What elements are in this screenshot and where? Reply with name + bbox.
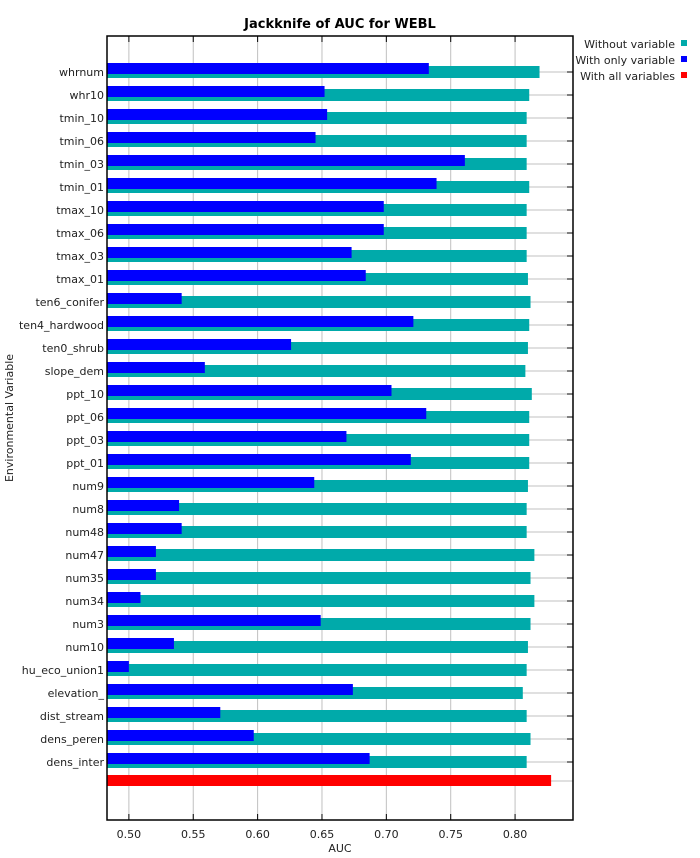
- bar-with-only-variable: [107, 316, 414, 327]
- legend-label-only: With only variable: [575, 54, 675, 67]
- x-tick-label: 0.60: [245, 828, 270, 841]
- bar-with-only-variable: [107, 86, 325, 97]
- bars-group: [107, 63, 552, 786]
- category-label: tmax_03: [56, 250, 104, 263]
- category-label: num47: [65, 549, 104, 562]
- category-label: dist_stream: [40, 710, 104, 723]
- bar-with-only-variable: [107, 546, 156, 557]
- category-label: num8: [72, 503, 104, 516]
- bar-with-only-variable: [107, 178, 437, 189]
- category-label: ppt_01: [66, 457, 104, 470]
- legend-swatch-all: [681, 72, 687, 78]
- category-label: num34: [65, 595, 104, 608]
- legend: Without variable With only variable With a…: [575, 38, 687, 83]
- bar-without-variable: [107, 526, 527, 538]
- category-label: tmax_01: [56, 273, 104, 286]
- x-tick-label: 0.75: [438, 828, 463, 841]
- bar-with-only-variable: [107, 615, 321, 626]
- bar-without-variable: [107, 365, 526, 377]
- category-label: ppt_06: [66, 411, 104, 424]
- bar-with-only-variable: [107, 500, 180, 511]
- bar-without-variable: [107, 595, 535, 607]
- y-axis-title: Environmental Variable: [3, 354, 16, 482]
- bar-with-only-variable: [107, 684, 353, 695]
- bar-with-only-variable: [107, 408, 427, 419]
- category-label: ppt_10: [66, 388, 104, 401]
- bar-with-only-variable: [107, 477, 315, 488]
- bar-with-only-variable: [107, 201, 384, 212]
- category-label: num48: [65, 526, 104, 539]
- bar-with-only-variable: [107, 109, 328, 120]
- plot-frame: [106, 35, 574, 821]
- bar-with-only-variable: [107, 339, 292, 350]
- category-label: dens_inter: [46, 756, 104, 769]
- bar-with-only-variable: [107, 385, 392, 396]
- category-label: whr10: [70, 89, 105, 102]
- category-label: num10: [65, 641, 104, 654]
- bar-with-only-variable: [107, 592, 141, 603]
- x-ticks: 0.50 0.55 0.60 0.65 0.70 0.75 0.80: [117, 36, 528, 841]
- bar-with-only-variable: [107, 523, 182, 534]
- bar-without-variable: [107, 296, 531, 308]
- x-tick-label: 0.50: [117, 828, 142, 841]
- bar-with-only-variable: [107, 638, 174, 649]
- bar-without-variable: [107, 572, 531, 584]
- category-label: hu_eco_union1: [22, 664, 104, 677]
- x-tick-label: 0.80: [503, 828, 528, 841]
- bar-with-only-variable: [107, 224, 384, 235]
- bar-without-variable: [107, 664, 527, 676]
- bar-with-only-variable: [107, 155, 465, 166]
- chart-title: Jackknife of AUC for WEBL: [243, 17, 436, 32]
- category-label: ten6_conifer: [35, 296, 104, 309]
- bar-with-only-variable: [107, 661, 129, 672]
- legend-swatch-only: [681, 56, 687, 62]
- bar-with-only-variable: [107, 362, 205, 373]
- grid-lines: [107, 36, 573, 820]
- category-label: ppt_03: [66, 434, 104, 447]
- x-tick-label: 0.55: [181, 828, 206, 841]
- bar-with-only-variable: [107, 730, 254, 741]
- bar-without-variable: [107, 641, 528, 653]
- x-tick-label: 0.65: [310, 828, 335, 841]
- bar-with-only-variable: [107, 132, 316, 143]
- category-label: tmin_03: [59, 158, 104, 171]
- category-label: slope_dem: [45, 365, 104, 378]
- category-labels: whrnum whr10 tmin_10 tmin_06 tmin_03 tmin_01t…: [19, 66, 105, 769]
- category-label: tmin_01: [59, 181, 104, 194]
- category-label: num3: [72, 618, 104, 631]
- bar-without-variable: [107, 503, 527, 515]
- category-label: dens_peren: [40, 733, 104, 746]
- category-label: tmin_10: [59, 112, 104, 125]
- bar-with-all-variables: [107, 775, 552, 786]
- bar-with-only-variable: [107, 247, 352, 258]
- y-ticks: [567, 71, 573, 763]
- legend-label-all: With all variables: [580, 70, 675, 83]
- category-label: ten0_shrub: [42, 342, 104, 355]
- legend-swatch-without: [681, 40, 687, 46]
- bar-with-only-variable: [107, 454, 411, 465]
- category-label: tmax_06: [56, 227, 104, 240]
- category-label: tmax_10: [56, 204, 104, 217]
- category-label: tmin_06: [59, 135, 104, 148]
- x-axis-title: AUC: [328, 842, 352, 855]
- bar-with-only-variable: [107, 753, 370, 764]
- bar-with-only-variable: [107, 270, 366, 281]
- bar-with-only-variable: [107, 707, 221, 718]
- bar-with-only-variable: [107, 63, 429, 74]
- x-tick-label: 0.70: [374, 828, 399, 841]
- bar-with-only-variable: [107, 431, 347, 442]
- category-label: elevation_: [48, 687, 105, 700]
- category-label: num35: [65, 572, 104, 585]
- category-label: ten4_hardwood: [19, 319, 104, 332]
- bar-without-variable: [107, 549, 535, 561]
- legend-label-without: Without variable: [584, 38, 675, 51]
- category-label: num9: [72, 480, 104, 493]
- bar-with-only-variable: [107, 569, 156, 580]
- category-label: whrnum: [59, 66, 104, 79]
- bar-with-only-variable: [107, 293, 182, 304]
